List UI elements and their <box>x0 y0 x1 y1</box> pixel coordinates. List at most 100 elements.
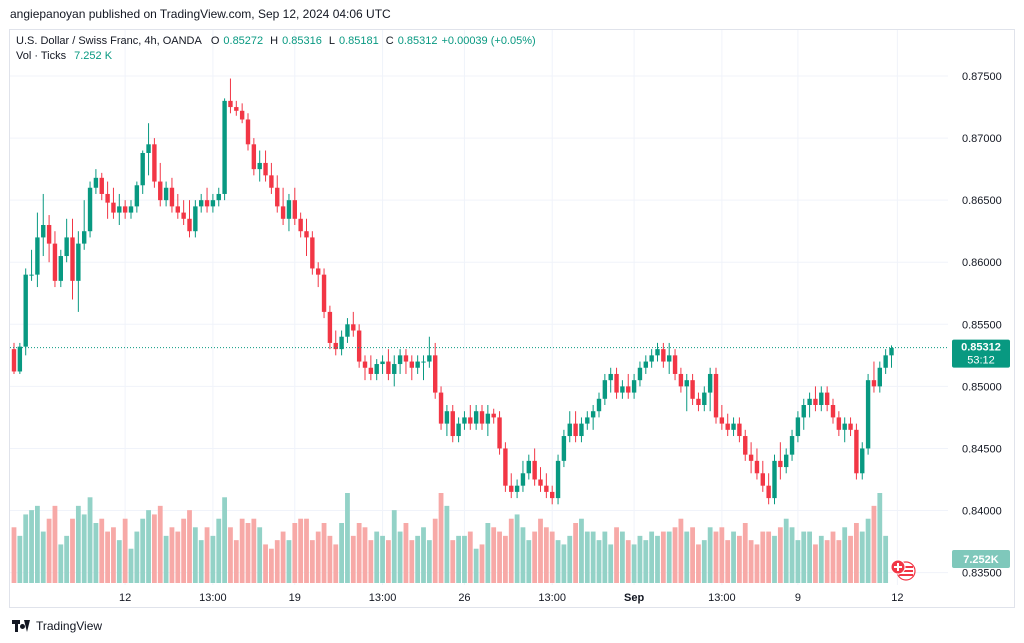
volume-bar <box>497 531 502 583</box>
time-tick-label: 9 <box>795 592 801 604</box>
candle <box>807 392 812 418</box>
candle <box>122 200 128 219</box>
candle-body <box>462 417 467 424</box>
candle-body <box>163 187 169 201</box>
chart-legend: U.S. Dollar / Swiss Franc, 4h, OANDA O 0.… <box>16 34 536 64</box>
candle <box>620 380 625 399</box>
volume-bar <box>380 535 385 583</box>
price-tick-label: 0.85000 <box>962 381 1002 393</box>
candle <box>134 181 140 213</box>
volume-bar <box>584 531 590 583</box>
candle-body <box>397 355 403 365</box>
candle <box>503 442 508 492</box>
volume-bar <box>152 514 157 583</box>
candle <box>234 100 239 116</box>
candle-body <box>696 398 701 405</box>
volume-bar <box>99 518 105 583</box>
candle-body <box>590 411 596 418</box>
volume-bar <box>579 518 584 583</box>
candle <box>626 373 631 399</box>
volume-bar <box>772 535 777 583</box>
volume-bar <box>368 540 374 583</box>
candle-body <box>64 237 69 257</box>
volume-bar <box>438 493 444 583</box>
candle <box>339 330 344 356</box>
candle <box>333 330 338 356</box>
candle-body <box>146 144 151 153</box>
volume-value: 7.252 K <box>74 50 113 62</box>
volume-bar <box>304 518 309 583</box>
candle-body <box>509 485 514 492</box>
candle <box>690 373 695 405</box>
volume-bar <box>725 540 731 583</box>
candle <box>719 405 725 430</box>
candle-body <box>760 473 765 486</box>
candle-body <box>333 342 338 350</box>
candle <box>304 218 309 257</box>
candle <box>35 212 40 288</box>
low-label: L <box>328 35 335 47</box>
volume-bar <box>11 527 17 583</box>
candle-body <box>649 355 654 362</box>
candle-body <box>234 107 239 111</box>
candle <box>731 417 736 437</box>
volume-bar <box>760 531 766 583</box>
volume-bar <box>696 544 701 583</box>
candle-body <box>292 200 297 219</box>
volume-bar <box>198 540 204 583</box>
volume-bar <box>269 548 274 583</box>
volume-bar <box>871 505 877 583</box>
volume-bar <box>655 535 660 583</box>
candle-body <box>497 417 502 449</box>
candle-body <box>438 392 444 424</box>
volume-bar <box>321 523 327 583</box>
candle-body <box>801 405 806 418</box>
candle <box>286 193 292 232</box>
time-axis: 12 13:00 19 13:00 26 13:00 Sep 13:00 9 12 <box>119 592 903 604</box>
volume-bar <box>105 531 110 583</box>
volume-bar <box>783 518 789 583</box>
candle <box>99 172 104 201</box>
candle <box>210 193 216 213</box>
candle <box>596 392 602 418</box>
candle <box>491 408 496 424</box>
candle-body <box>280 206 286 219</box>
volume-bar <box>286 540 292 583</box>
candle <box>725 413 730 437</box>
volume-bar <box>508 518 514 583</box>
symbol-title[interactable]: U.S. Dollar / Swiss Franc, 4h, OANDA <box>16 35 202 47</box>
candle <box>444 405 450 437</box>
candle-body <box>561 436 567 461</box>
volume-bar <box>818 535 824 583</box>
candle <box>801 398 806 430</box>
candle-body <box>403 355 409 362</box>
volume-bar <box>263 544 268 583</box>
candle-body <box>140 153 145 186</box>
volume-bar <box>216 518 222 583</box>
candle <box>345 318 350 343</box>
candle <box>403 349 409 374</box>
candle-body <box>245 119 251 145</box>
candle <box>848 417 853 437</box>
candle <box>93 169 99 194</box>
volume-bar <box>813 544 818 583</box>
volume-bar <box>64 535 70 583</box>
volume-label[interactable]: Vol · Ticks <box>16 50 67 62</box>
volume-bar <box>345 493 350 583</box>
candle <box>795 411 801 443</box>
candle <box>450 405 455 443</box>
chart-frame <box>9 29 1015 608</box>
candle-body <box>263 162 268 176</box>
volume-bar <box>280 531 286 583</box>
candle <box>789 429 795 461</box>
candle <box>456 417 461 443</box>
candle-body <box>532 460 537 480</box>
candle <box>520 460 526 492</box>
candle <box>532 448 537 486</box>
candle-body <box>58 256 63 281</box>
volume-bar <box>46 518 52 583</box>
candle-body <box>310 237 315 269</box>
candle-body <box>257 162 262 170</box>
candle-body <box>117 206 122 213</box>
